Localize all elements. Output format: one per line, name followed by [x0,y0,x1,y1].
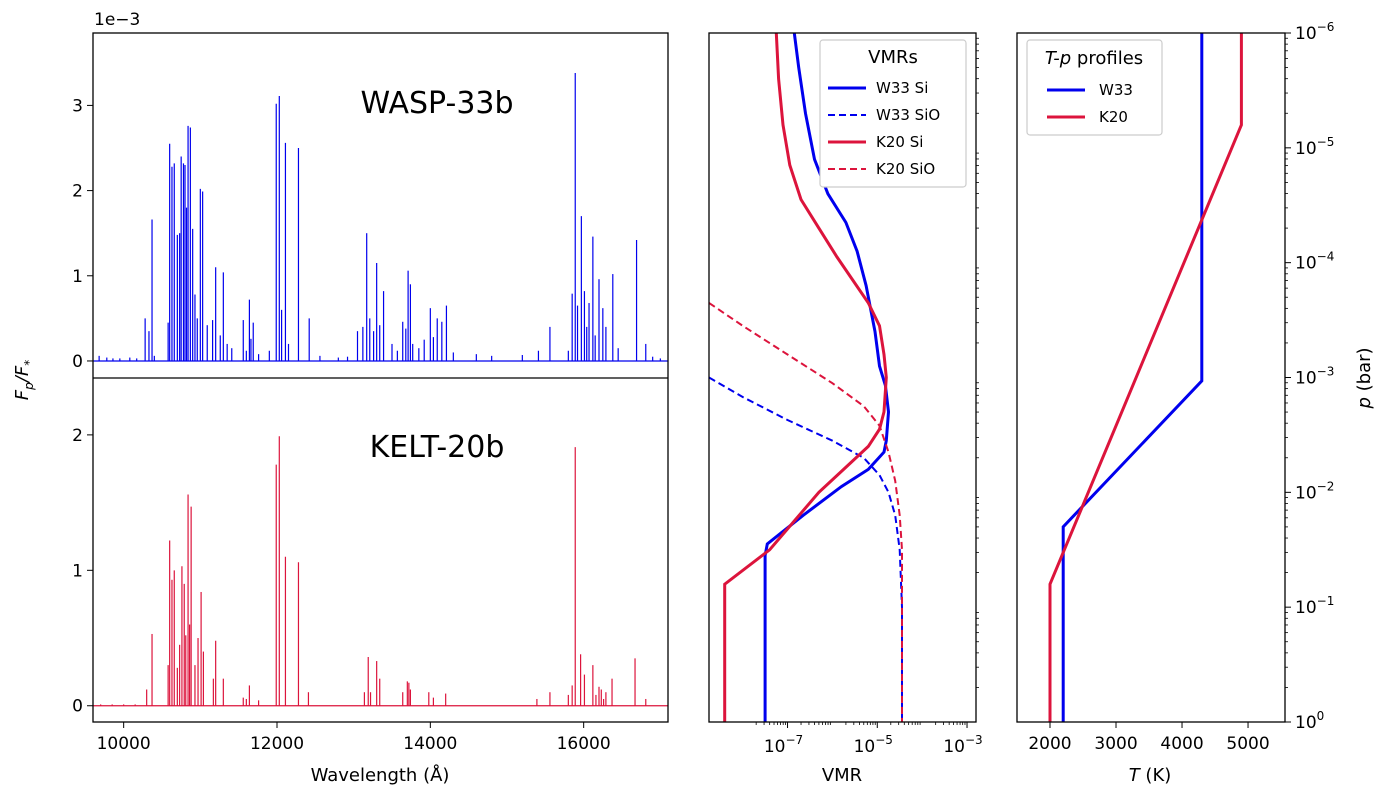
tp-legend-title: T-p profiles [1045,48,1143,69]
spectrum-ticks: 0 1 2 3 0 1 2 10000 12000 14000 16000 [72,96,611,754]
wasp33b-y-tick-label: 0 [72,352,83,372]
wavelength-axis-label: Wavelength (Å) [311,764,450,786]
temperature-label-italic: T [1129,765,1142,786]
temperature-label-rest: (K) [1140,765,1172,786]
pressure-y-tick-label: 10−3 [1295,365,1334,389]
pressure-y-tick-label: 10−5 [1295,135,1334,159]
vmr-line-k20-sio [709,302,903,722]
flux-ylabel-main: F [12,389,33,400]
legend-label-k20-si: K20 Si [876,133,923,151]
wasp-33b-spectrum [93,73,668,362]
pressure-y-tick-label: 10−1 [1295,594,1334,618]
wasp-33b-title: WASP-33b [360,86,513,121]
temperature-x-tick-label: 3000 [1094,734,1137,754]
wasp33b-y-tick-label: 1 [72,267,83,287]
vmr-line-k20-si [723,33,888,722]
vmr-frame [708,32,977,723]
tp-lines [1048,33,1243,722]
pressure-axis-label: p (bar) [1354,347,1375,409]
flux-ylabel-sub: p [22,382,36,391]
flux-ratio-axis-label: Fp/F* [12,360,36,400]
legend-label-w33-sio: W33 SiO [876,106,940,124]
vmr-x-tick-label: 10−5 [854,733,893,757]
vmr-line-w33-sio [709,376,903,722]
temperature-x-tick-label: 2000 [1028,734,1071,754]
vmr-axis-label: VMR [822,765,862,786]
legend-label-w33: W33 [1099,81,1133,99]
wavelength-x-tick-label: 16000 [557,734,611,754]
wasp33b-y-tick-label: 3 [72,96,83,116]
kelt20b-y-tick-label: 0 [72,697,83,717]
offset-text: 1e−3 [94,10,140,30]
kelt20b-y-tick-label: 1 [72,561,83,581]
wavelength-x-tick-label: 12000 [250,734,304,754]
vmr-line-w33-si [763,33,891,722]
kelt20b-y-tick-label: 2 [72,426,83,446]
vmr-legend: VMRs W33 Si W33 SiO K20 Si K20 SiO [819,39,967,188]
tp-frame [1016,32,1286,723]
kelt-20b-title: KELT-20b [370,430,505,465]
temperature-axis-label: T (K) [1129,765,1172,786]
flux-ylabel-sub2: * [22,360,36,366]
legend-label-k20: K20 [1099,108,1128,126]
vmr-x-tick-label: 10−7 [764,733,803,757]
vmr-legend-title: VMRs [868,47,918,68]
pressure-y-tick-label: 100 [1295,709,1324,733]
kelt-20b-spectrum [93,436,668,707]
vmr-ticks: 10−7 10−5 10−3 [755,37,983,757]
pressure-label-italic: p [1354,397,1375,409]
pressure-label-rest: (bar) [1354,347,1375,397]
tp-legend-title-italic: T-p [1045,48,1071,69]
tp-line-w33 [1061,33,1204,722]
tp-legend-title-rest: profiles [1071,48,1143,69]
pressure-y-tick-label: 10−4 [1295,250,1334,274]
vmr-legend-box [819,39,967,188]
pressure-y-tick-label: 10−6 [1295,20,1334,44]
legend-label-k20-sio: K20 SiO [876,160,935,178]
tp-panel: 2000 3000 4000 5000 100 10−1 10−2 10−3 10−4 10−5 1… [1016,20,1375,786]
legend-label-w33-si: W33 Si [876,79,928,97]
tp-legend: T-p profiles W33 K20 [1026,39,1163,136]
pressure-y-tick-label: 10−2 [1295,479,1334,503]
wavelength-x-tick-label: 14000 [403,734,457,754]
temperature-x-tick-label: 5000 [1226,734,1269,754]
tp-legend-box [1026,39,1163,136]
tp-ticks: 2000 3000 4000 5000 100 10−1 10−2 10−3 10−4 10−5 1… [1028,20,1334,754]
wavelength-x-tick-label: 10000 [97,734,151,754]
temperature-x-tick-label: 4000 [1160,734,1203,754]
vmr-x-tick-label: 10−3 [943,733,982,757]
spectrum-panel: 0 1 2 3 0 1 2 10000 12000 14000 16000 1e−3 WASP-33… [12,10,669,786]
wasp33b-y-tick-label: 2 [72,182,83,202]
tp-line-k20 [1048,33,1243,722]
flux-ylabel-sep: /F [12,365,33,384]
vmr-panel: 10−7 10−5 10−3 VMR VMRs W33 Si W33 SiO K20… [708,32,983,786]
vmr-lines [709,33,903,722]
